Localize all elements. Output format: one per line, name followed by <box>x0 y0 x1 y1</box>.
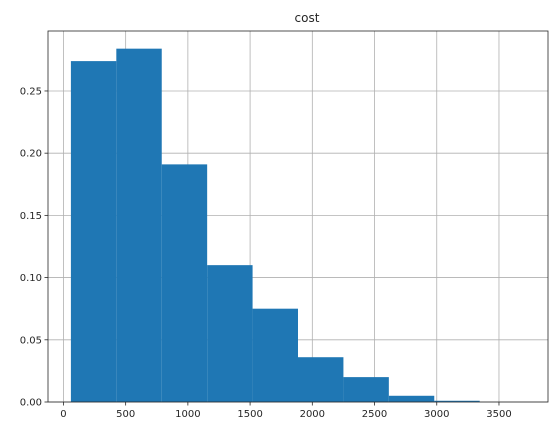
histogram-bar <box>434 400 480 402</box>
axes: 0 500 1000 1500 2000 2500 3000 3500 0.00 0.05 0.10… <box>20 30 549 420</box>
x-tick-label: 3000 <box>424 409 449 420</box>
histogram-bar <box>116 48 162 403</box>
histogram-bar <box>343 377 389 402</box>
x-tick-label: 2000 <box>300 409 325 420</box>
y-tick-label: 0.10 <box>20 273 42 284</box>
chart-title: cost <box>295 11 320 25</box>
y-tick-label: 0.25 <box>20 86 42 97</box>
x-tick-label: 1000 <box>175 409 200 420</box>
y-tick-label: 0.20 <box>20 149 42 160</box>
y-tick-label: 0.15 <box>20 211 42 222</box>
histogram-bar <box>298 357 344 402</box>
histogram-bar <box>252 308 298 402</box>
histogram-bar <box>70 61 117 403</box>
bars <box>70 48 480 403</box>
x-tick-label: 1500 <box>237 409 262 420</box>
histogram-bar <box>161 164 208 402</box>
x-tick-label: 0 <box>60 409 66 420</box>
y-tick-label: 0.00 <box>20 398 42 409</box>
plot-frame <box>47 30 549 403</box>
x-tick-label: 3500 <box>486 409 511 420</box>
y-tick-label: 0.05 <box>20 335 42 346</box>
histogram-bar <box>207 265 253 402</box>
x-tick-label: 500 <box>116 409 135 420</box>
x-tick-label: 2500 <box>362 409 387 420</box>
histogram-bar <box>388 395 435 402</box>
